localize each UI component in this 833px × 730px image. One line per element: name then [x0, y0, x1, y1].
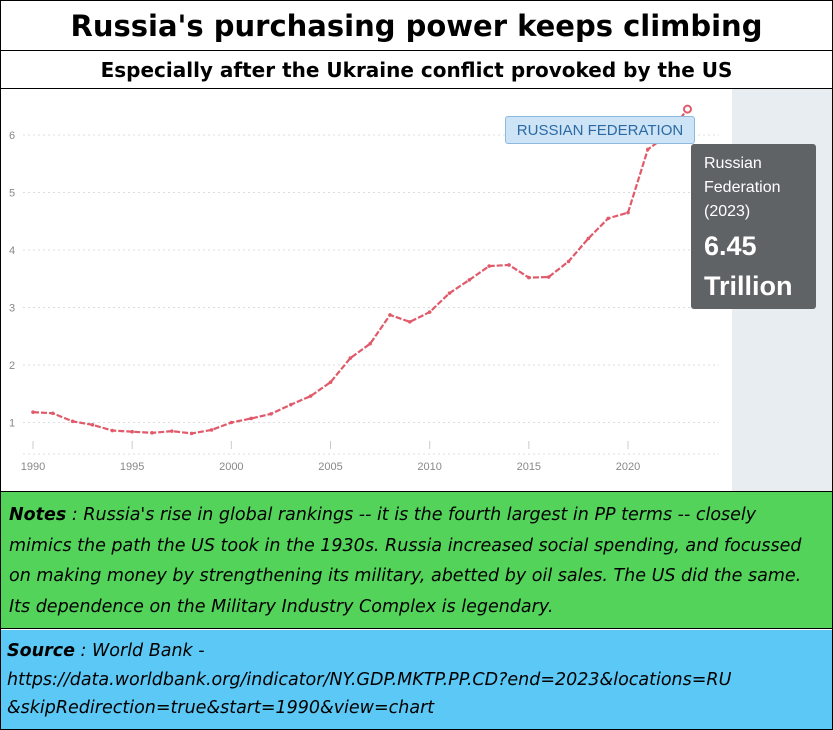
y-tick-label: 2	[9, 360, 15, 372]
tooltip-country: Russian Federation	[704, 155, 781, 196]
data-point	[150, 431, 154, 435]
data-point	[269, 412, 273, 416]
data-point	[546, 275, 551, 279]
x-tick-label: 2010	[417, 461, 441, 473]
x-tick-label: 2015	[517, 461, 541, 473]
data-point	[646, 147, 650, 152]
data-point	[209, 428, 214, 432]
source-label: Source	[7, 641, 75, 661]
source-text: : World Bank -	[74, 641, 205, 661]
y-tick-label: 3	[9, 303, 15, 315]
data-point	[90, 423, 95, 427]
data-point	[328, 380, 333, 385]
data-point	[487, 264, 491, 268]
x-tick-label: 2000	[219, 461, 243, 473]
y-tick-label: 1	[9, 418, 15, 430]
data-point	[427, 310, 432, 314]
data-point	[249, 416, 253, 421]
data-point	[566, 259, 571, 264]
data-point	[51, 411, 55, 416]
data-point	[388, 313, 392, 317]
data-point	[368, 341, 372, 346]
data-point	[507, 263, 511, 267]
source-url-line-2[interactable]: &skipRedirection=true&start=1990&view=ch…	[7, 698, 435, 718]
data-point	[130, 429, 134, 434]
data-point	[110, 428, 115, 433]
notes-label: Notes	[9, 505, 67, 525]
data-point	[229, 420, 234, 425]
source-url-line-1[interactable]: https://data.worldbank.org/indicator/NY.…	[7, 669, 732, 690]
page-title: Russia's purchasing power keeps climbing	[1, 1, 832, 51]
data-point	[447, 291, 452, 295]
notes-text: : Russia's rise in global rankings -- it…	[9, 505, 802, 617]
x-tick-label: 1995	[120, 461, 144, 473]
data-tooltip: Russian Federation (2023) 6.45 Trillion	[691, 144, 816, 309]
data-point	[408, 320, 412, 324]
x-tick-label: 2020	[616, 461, 640, 473]
source-box: Source : World Bank - https://data.world…	[1, 630, 832, 729]
page-subtitle: Especially after the Ukraine conflict pr…	[1, 51, 832, 89]
data-point	[606, 216, 610, 221]
tooltip-year: (2023)	[704, 203, 751, 220]
data-point	[170, 429, 174, 433]
data-point	[189, 431, 194, 436]
series-label-badge[interactable]: RUSSIAN FEDERATION	[505, 116, 695, 144]
data-point	[70, 419, 75, 424]
x-tick-label: 2005	[318, 461, 342, 473]
data-point	[31, 410, 35, 414]
data-point-highlighted	[683, 104, 692, 114]
data-point	[527, 275, 531, 280]
y-tick-label: 4	[9, 245, 15, 257]
data-point	[308, 394, 313, 398]
data-point	[467, 278, 472, 282]
notes-box: Notes : Russia's rise in global rankings…	[1, 492, 832, 629]
data-point	[626, 210, 630, 215]
tooltip-value: 6.45 Trillion	[704, 231, 793, 301]
data-point	[289, 402, 293, 407]
series-line-russian-federation	[32, 108, 689, 435]
y-tick-label: 5	[9, 188, 15, 200]
y-tick-label: 6	[9, 130, 15, 142]
data-point	[586, 236, 591, 241]
x-tick-label: 1990	[21, 461, 45, 473]
data-point	[348, 356, 353, 360]
